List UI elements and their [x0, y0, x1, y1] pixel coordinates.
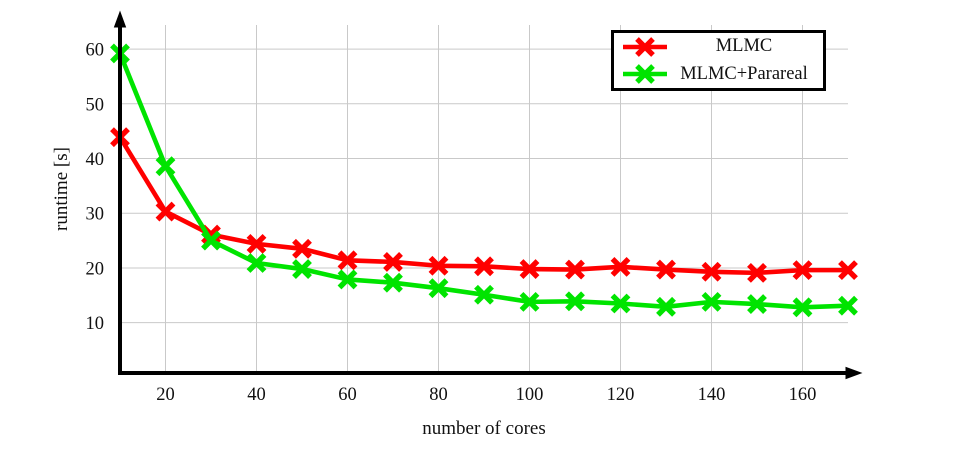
data-point-x-marker	[337, 250, 358, 271]
x-tick-label: 80	[429, 385, 448, 405]
data-point-x-marker	[792, 260, 813, 281]
y-tick-label: 30	[86, 205, 105, 225]
data-point-x-marker	[656, 259, 676, 280]
data-point-x-marker	[474, 284, 494, 305]
axes	[113, 10, 863, 380]
data-point-x-marker	[610, 293, 631, 314]
y-tick-label: 40	[86, 150, 105, 170]
data-point-x-marker	[337, 269, 358, 290]
y-tick-label: 10	[86, 314, 105, 334]
data-point-x-marker	[519, 291, 540, 312]
x-tick-label: 20	[156, 385, 175, 405]
data-point-x-marker	[747, 294, 767, 314]
data-point-x-marker	[610, 256, 631, 277]
data-point-x-marker	[292, 259, 312, 279]
x-tick-label: 60	[338, 385, 357, 405]
tick-labels: 20 40 60 80 100 120 140 160 10 20 30 40 50 60	[86, 41, 817, 405]
legend-item-mlmc-parareal: MLMC+Parareal	[614, 61, 823, 88]
data-point-x-marker	[428, 255, 449, 276]
x-tick-label: 40	[247, 385, 266, 405]
y-tick-label: 50	[86, 95, 105, 115]
data-point-x-marker	[383, 252, 403, 272]
data-point-x-marker	[246, 253, 267, 273]
data-point-x-marker	[155, 156, 176, 177]
data-point-x-marker	[838, 260, 858, 281]
data-point-x-marker	[155, 201, 176, 222]
y-tick-label: 20	[86, 259, 105, 279]
series-line	[118, 135, 848, 276]
legend-label-mlmc: MLMC	[715, 36, 773, 57]
x-tick-label: 160	[789, 385, 817, 405]
data-point-x-marker	[474, 256, 494, 277]
data-point-x-marker	[201, 230, 221, 251]
x-axis-arrow-icon	[845, 366, 863, 380]
data-point-x-marker	[292, 238, 312, 259]
data-point-x-marker	[747, 262, 767, 283]
x-tick-label: 120	[607, 385, 635, 405]
legend-label-mlmc-parareal: MLMC+Parareal	[680, 63, 808, 84]
x-axis-title: number of cores	[422, 418, 546, 439]
data-point-x-marker	[519, 259, 540, 279]
x-tick-label: 140	[698, 385, 726, 405]
data-point-x-marker	[565, 291, 585, 312]
x-tick-label: 100	[516, 385, 544, 405]
y-tick-label: 60	[86, 41, 105, 61]
data-point-x-marker	[246, 233, 267, 254]
data-point-x-marker	[701, 261, 722, 282]
series-mlmc	[110, 127, 858, 283]
data-point-x-marker	[701, 291, 722, 312]
data-point-x-marker	[428, 278, 449, 299]
data-point-x-marker	[565, 259, 585, 280]
legend-item-mlmc: MLMC	[614, 33, 823, 60]
data-point-x-marker	[656, 296, 676, 317]
mlmc-line-marker-icon	[623, 36, 667, 57]
data-point-x-marker	[838, 295, 858, 316]
data-point-x-marker	[383, 272, 403, 293]
data-point-x-marker	[792, 297, 813, 318]
y-axis-title: runtime [s]	[51, 147, 72, 231]
mlmc-parareal-line-marker-icon	[623, 64, 667, 85]
legend: MLMC MLMC+Parareal	[611, 30, 826, 91]
y-axis-arrow-icon	[113, 10, 127, 28]
